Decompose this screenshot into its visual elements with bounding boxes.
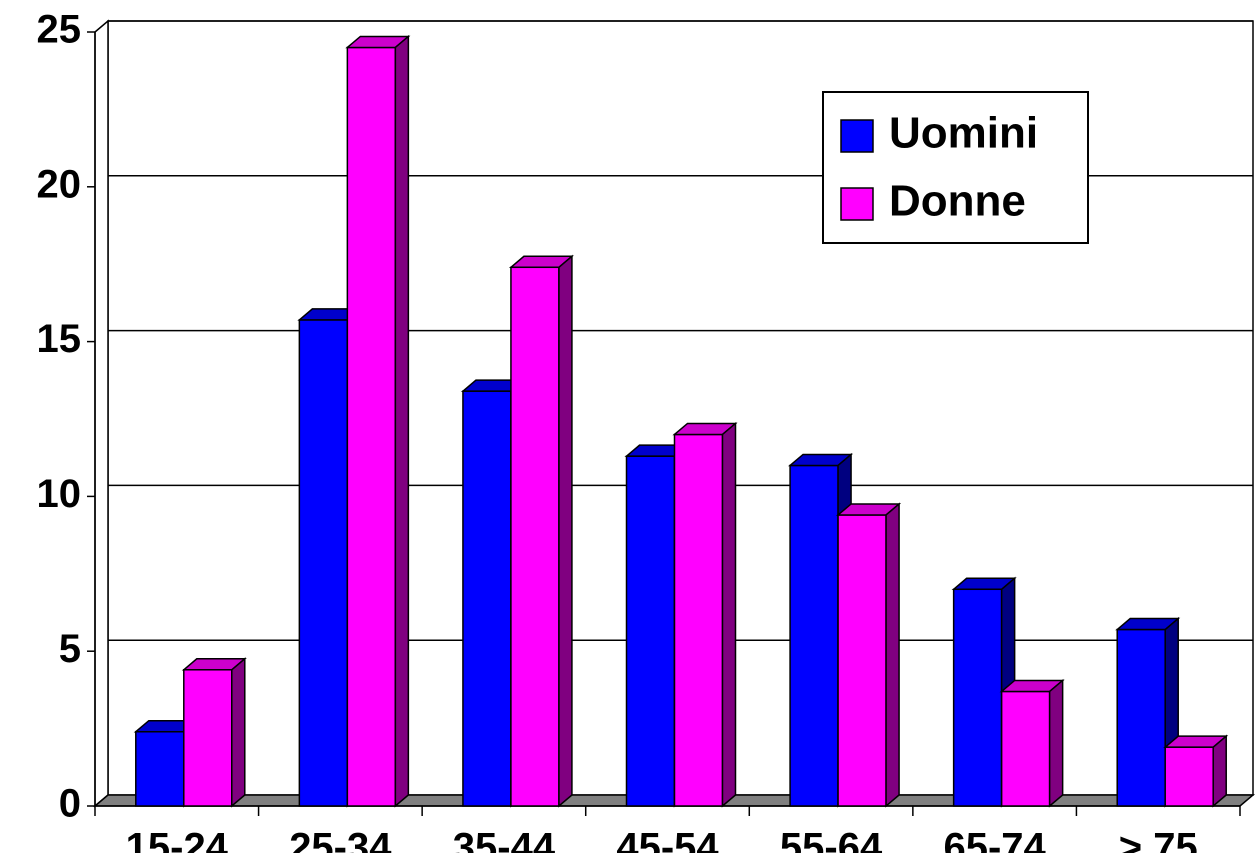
legend-label: Uomini (889, 109, 1038, 158)
bar-front (837, 514, 887, 807)
bar-front (1000, 690, 1051, 807)
bar-side (558, 254, 573, 808)
x-tick-label: 65-74 (943, 826, 1046, 853)
legend-label: Donne (889, 177, 1026, 226)
bar-side (1212, 734, 1227, 808)
bar-front (510, 266, 560, 807)
x-tick-label: 35-44 (453, 826, 556, 853)
bar-front (625, 455, 676, 807)
bar-front (952, 588, 1003, 807)
bar-side (231, 657, 246, 808)
x-tick-label: > 75 (1119, 826, 1198, 853)
bar (672, 421, 738, 808)
y-tick-label: 15 (37, 317, 82, 361)
bar (1115, 616, 1181, 808)
bar-front (346, 46, 397, 807)
bar-side (721, 421, 737, 808)
bar (345, 34, 411, 808)
x-tick-label: 25-34 (289, 826, 392, 853)
bar-front (1164, 746, 1214, 807)
bar-side (394, 34, 410, 808)
bar-side (885, 502, 900, 808)
bar-front (1116, 628, 1166, 807)
bar (999, 678, 1065, 808)
x-tick-label: 55-64 (780, 826, 883, 853)
bar-front (183, 669, 233, 807)
y-tick-label: 5 (59, 627, 81, 671)
bar-side (1048, 678, 1064, 808)
bar-front (789, 464, 839, 807)
bar-front (135, 730, 185, 807)
y-tick-label: 25 (37, 8, 82, 52)
bar (508, 254, 574, 808)
bar-front (298, 319, 349, 807)
legend-swatch (840, 187, 874, 221)
bar-front (462, 390, 512, 807)
x-tick-label: 45-54 (616, 826, 719, 853)
side-wall (94, 19, 109, 808)
legend-swatch (840, 119, 874, 153)
x-tick-label: 15-24 (126, 826, 229, 853)
bar (836, 502, 902, 808)
y-tick-label: 20 (37, 162, 82, 206)
bar (1163, 734, 1229, 808)
y-tick-label: 0 (59, 782, 81, 826)
y-tick-label: 10 (37, 472, 82, 516)
bar-front (673, 433, 724, 807)
bar (181, 657, 247, 808)
